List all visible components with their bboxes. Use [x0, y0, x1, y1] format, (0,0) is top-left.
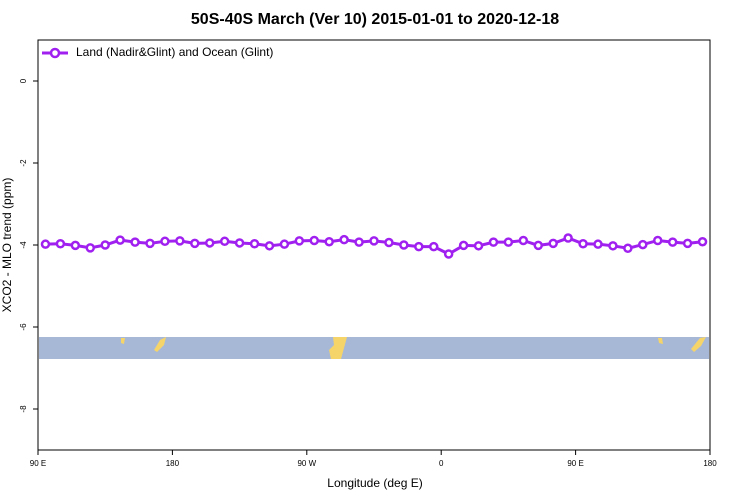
- point: [518, 235, 529, 246]
- point: [533, 240, 544, 251]
- legend-label: Land (Nadir&Glint) and Ocean (Glint): [76, 45, 273, 59]
- point: [339, 234, 349, 245]
- point: [488, 237, 499, 247]
- x-tick-label: 180: [166, 459, 180, 468]
- point: [578, 239, 588, 249]
- y-axis-label: XCO2 - MLO trend (ppm): [0, 178, 14, 313]
- chart-title: 50S-40S March (Ver 10) 2015-01-01 to 202…: [191, 11, 559, 28]
- point: [249, 239, 260, 249]
- x-tick-label: 0: [439, 459, 444, 468]
- point: [160, 236, 170, 247]
- y-tick-label: -6: [19, 323, 28, 331]
- point: [428, 241, 439, 252]
- point: [682, 238, 693, 249]
- point: [697, 236, 708, 247]
- point: [369, 236, 379, 246]
- point: [473, 241, 484, 251]
- point: [623, 243, 633, 254]
- point: [503, 237, 514, 247]
- point: [638, 239, 648, 250]
- point: [115, 235, 125, 245]
- land: [691, 337, 706, 352]
- point: [40, 239, 51, 249]
- point: [55, 239, 66, 249]
- point: [279, 239, 290, 249]
- point: [204, 238, 215, 248]
- point: [414, 241, 424, 252]
- point: [443, 249, 454, 259]
- point: [100, 240, 110, 250]
- point: [667, 237, 678, 247]
- y-tick-label: -2: [19, 159, 28, 167]
- land: [329, 337, 347, 359]
- point: [175, 236, 185, 246]
- x-axis-label: Longitude (deg E): [327, 476, 422, 490]
- land-map: [39, 337, 709, 359]
- point: [219, 236, 230, 247]
- point: [593, 239, 603, 249]
- point: [294, 236, 305, 246]
- point: [130, 237, 140, 247]
- land: [154, 337, 166, 352]
- point: [384, 237, 394, 248]
- point: [324, 236, 334, 247]
- y-tick-label: 0: [19, 78, 28, 83]
- point: [608, 241, 618, 251]
- x-tick-label: 90 E: [567, 459, 583, 468]
- point: [354, 237, 364, 247]
- point: [309, 235, 320, 246]
- ocean-band: [39, 337, 709, 359]
- point: [652, 235, 663, 246]
- point: [190, 238, 200, 249]
- x-tick-label: 90 E: [30, 459, 46, 468]
- legend-marker: [49, 47, 61, 59]
- point: [234, 238, 245, 248]
- point: [85, 243, 96, 253]
- land: [121, 338, 125, 344]
- point: [563, 233, 573, 243]
- point: [458, 240, 469, 251]
- point: [145, 238, 155, 249]
- x-tick-label: 180: [703, 459, 717, 468]
- point: [548, 238, 558, 249]
- point: [264, 241, 275, 251]
- point: [399, 240, 409, 250]
- x-tick-label: 90 W: [297, 459, 316, 468]
- point: [70, 240, 81, 251]
- y-tick-label: -4: [19, 241, 28, 249]
- y-tick-label: -8: [19, 405, 28, 413]
- land: [658, 338, 663, 344]
